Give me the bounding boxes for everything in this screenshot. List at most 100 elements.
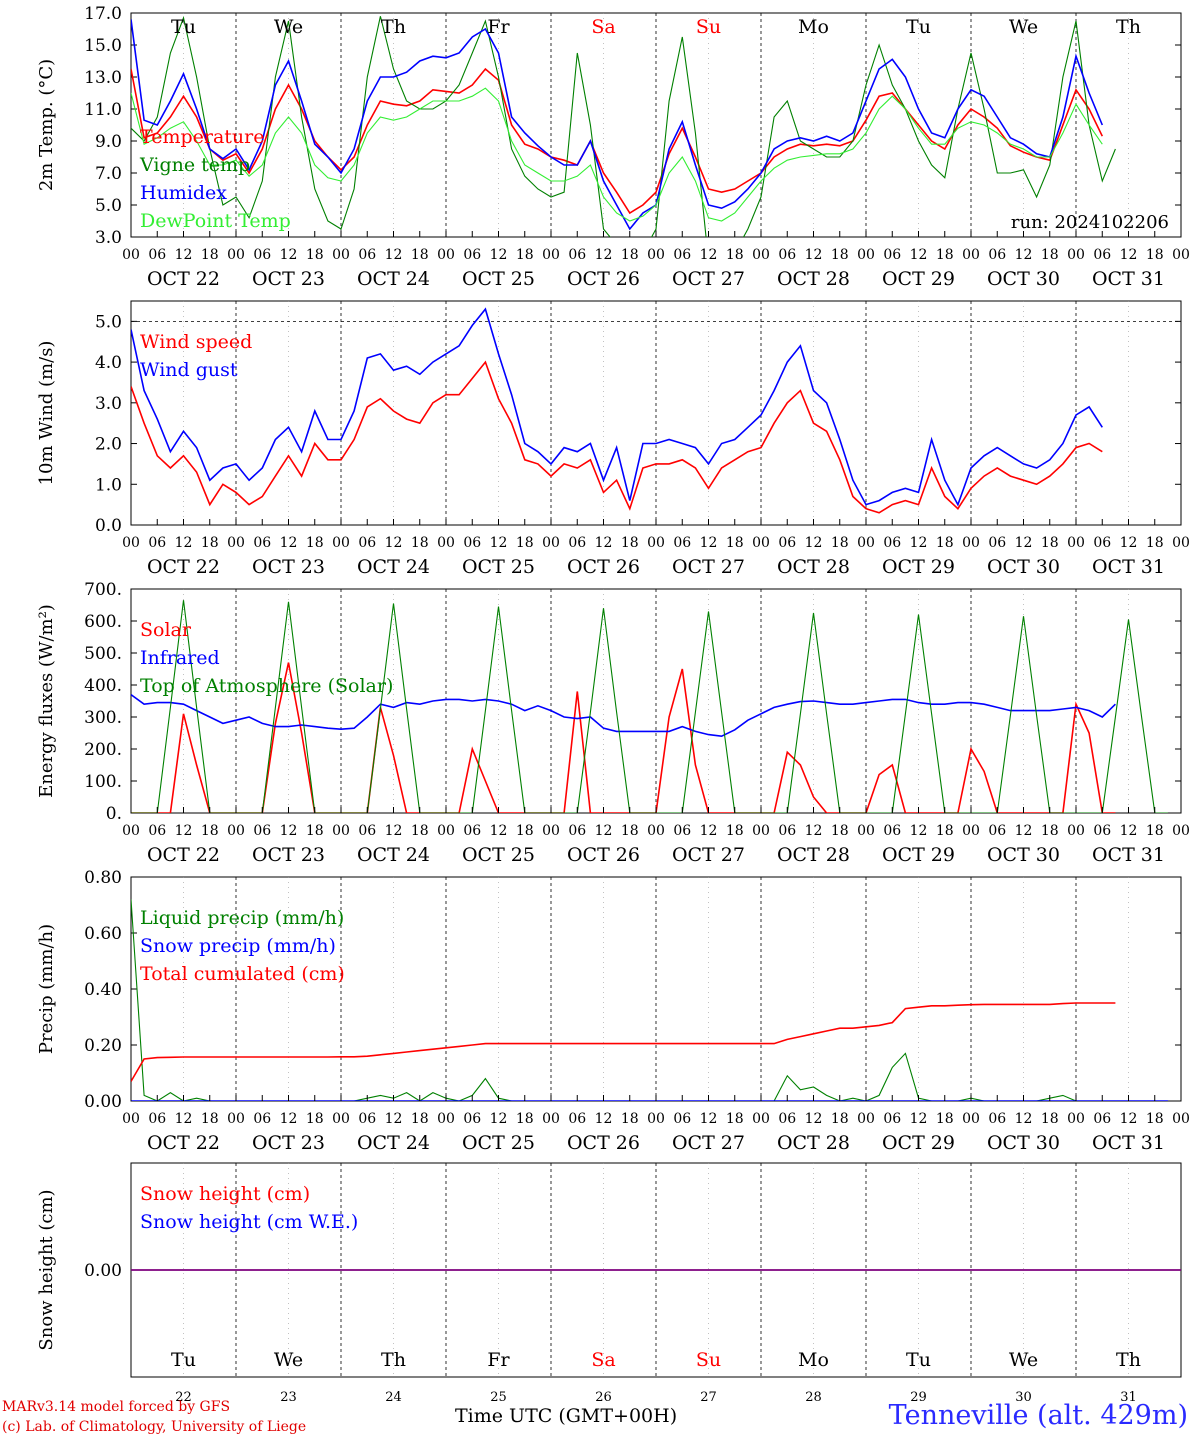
x-hour-label: 06 xyxy=(358,823,376,839)
x-hour-label: 18 xyxy=(1146,247,1164,263)
x-hour-label: 18 xyxy=(1146,535,1164,551)
x-hour-label: 12 xyxy=(805,535,823,551)
x-hour-label: 00 xyxy=(647,247,665,263)
x-hour-label: 18 xyxy=(831,1111,849,1127)
x-date-label: OCT 24 xyxy=(357,1132,430,1154)
x-hour-label: 06 xyxy=(1093,247,1111,263)
x-hour-label: 00 xyxy=(962,1111,980,1127)
x-hour-label: 06 xyxy=(568,247,586,263)
x-hour-label: 06 xyxy=(463,823,481,839)
x-hour-label: 06 xyxy=(883,247,901,263)
x-hour-label: 18 xyxy=(1146,823,1164,839)
x-date-label: OCT 29 xyxy=(882,556,955,578)
x-hour-label: 12 xyxy=(280,247,298,263)
x-hour-label: 18 xyxy=(411,247,429,263)
panel-wind xyxy=(130,300,1182,526)
y-axis-label: Energy fluxes (W/m²) xyxy=(36,604,57,798)
x-hour-label: 12 xyxy=(595,535,613,551)
y-tick-label: 7.0 xyxy=(95,164,122,184)
x-date-label: OCT 30 xyxy=(987,1132,1060,1154)
x-hour-label: 00 xyxy=(962,823,980,839)
x-date-label: OCT 26 xyxy=(567,268,640,290)
x-hour-label: 06 xyxy=(988,1111,1006,1127)
y-tick-label: 0. xyxy=(106,804,122,824)
x-hour-label: 06 xyxy=(778,535,796,551)
y-tick-label: 0.00 xyxy=(84,1092,122,1112)
x-hour-label: 06 xyxy=(148,823,166,839)
x-date-label: OCT 23 xyxy=(252,844,325,866)
x-hour-label: 06 xyxy=(988,247,1006,263)
x-hour-label: 06 xyxy=(568,823,586,839)
x-hour-label: 00 xyxy=(437,823,455,839)
x-hour-label: 18 xyxy=(936,247,954,263)
x-hour-label: 00 xyxy=(332,535,350,551)
x-hour-label: 06 xyxy=(778,823,796,839)
x-hour-label: 18 xyxy=(516,823,534,839)
x-hour-label: 18 xyxy=(621,1111,639,1127)
x-hour-label: 06 xyxy=(463,247,481,263)
y-tick-label: 0.20 xyxy=(84,1036,122,1056)
day-number-label: 26 xyxy=(595,1390,612,1405)
x-hour-label: 12 xyxy=(1015,247,1033,263)
x-hour-label: 18 xyxy=(621,535,639,551)
x-hour-label: 18 xyxy=(726,535,744,551)
y-axis-label: Precip (mm/h) xyxy=(36,924,57,1054)
y-axis-label: Snow height (cm) xyxy=(36,1189,57,1350)
legend-entry: Liquid precip (mm/h) xyxy=(140,907,344,929)
y-tick-label: 200. xyxy=(84,740,122,760)
x-hour-label: 12 xyxy=(910,823,928,839)
weekday-label: Th xyxy=(381,1349,406,1371)
x-hour-label: 00 xyxy=(857,823,875,839)
x-date-label: OCT 28 xyxy=(777,844,850,866)
x-hour-label: 00 xyxy=(542,247,560,263)
x-hour-label: 18 xyxy=(1041,535,1059,551)
x-date-label: OCT 22 xyxy=(147,1132,220,1154)
y-tick-label: 11.0 xyxy=(84,100,122,120)
y-tick-label: 0.80 xyxy=(84,868,122,888)
x-hour-label: 18 xyxy=(411,535,429,551)
weekday-label: We xyxy=(1009,1349,1038,1371)
x-hour-label: 12 xyxy=(805,823,823,839)
x-hour-label: 00 xyxy=(752,823,770,839)
x-hour-label: 18 xyxy=(306,247,324,263)
y-tick-label: 500. xyxy=(84,644,122,664)
x-date-label: OCT 25 xyxy=(462,844,535,866)
x-hour-label: 00 xyxy=(1067,823,1085,839)
x-hour-label: 00 xyxy=(332,823,350,839)
x-hour-label: 00 xyxy=(1067,247,1085,263)
x-hour-label: 18 xyxy=(831,247,849,263)
series-liquid-precip-mm-h xyxy=(131,899,1116,1101)
y-tick-label: 4.0 xyxy=(95,353,122,373)
x-hour-label: 06 xyxy=(988,823,1006,839)
x-date-label: OCT 23 xyxy=(252,556,325,578)
y-tick-label: 0.60 xyxy=(84,924,122,944)
x-hour-label: 06 xyxy=(988,535,1006,551)
x-hour-label: 12 xyxy=(805,247,823,263)
x-date-label: OCT 23 xyxy=(252,268,325,290)
weekday-label: Mo xyxy=(798,1349,829,1371)
series-wind-gust xyxy=(131,307,1103,507)
x-hour-label: 00 xyxy=(542,823,560,839)
x-hour-label: 18 xyxy=(1041,1111,1059,1127)
x-date-label: OCT 28 xyxy=(777,556,850,578)
y-axis-label: 10m Wind (m/s) xyxy=(36,341,57,486)
y-tick-label: 2.0 xyxy=(95,435,122,455)
x-hour-label: 18 xyxy=(201,247,219,263)
x-date-label: OCT 27 xyxy=(672,268,745,290)
y-tick-label: 700. xyxy=(84,580,122,600)
x-hour-label: 12 xyxy=(175,247,193,263)
x-hour-label: 00 xyxy=(1067,1111,1085,1127)
x-hour-label: 06 xyxy=(568,1111,586,1127)
y-tick-label: 300. xyxy=(84,708,122,728)
weekday-label: Fr xyxy=(487,16,510,38)
x-hour-label: 18 xyxy=(726,247,744,263)
x-hour-label: 12 xyxy=(700,535,718,551)
y-tick-label: 3.0 xyxy=(95,228,122,248)
x-hour-label: 18 xyxy=(201,535,219,551)
x-hour-label: 18 xyxy=(936,823,954,839)
x-hour-label: 00 xyxy=(1172,823,1190,839)
x-hour-label: 06 xyxy=(778,247,796,263)
x-hour-label: 12 xyxy=(910,1111,928,1127)
x-date-label: OCT 27 xyxy=(672,844,745,866)
x-hour-label: 00 xyxy=(542,535,560,551)
